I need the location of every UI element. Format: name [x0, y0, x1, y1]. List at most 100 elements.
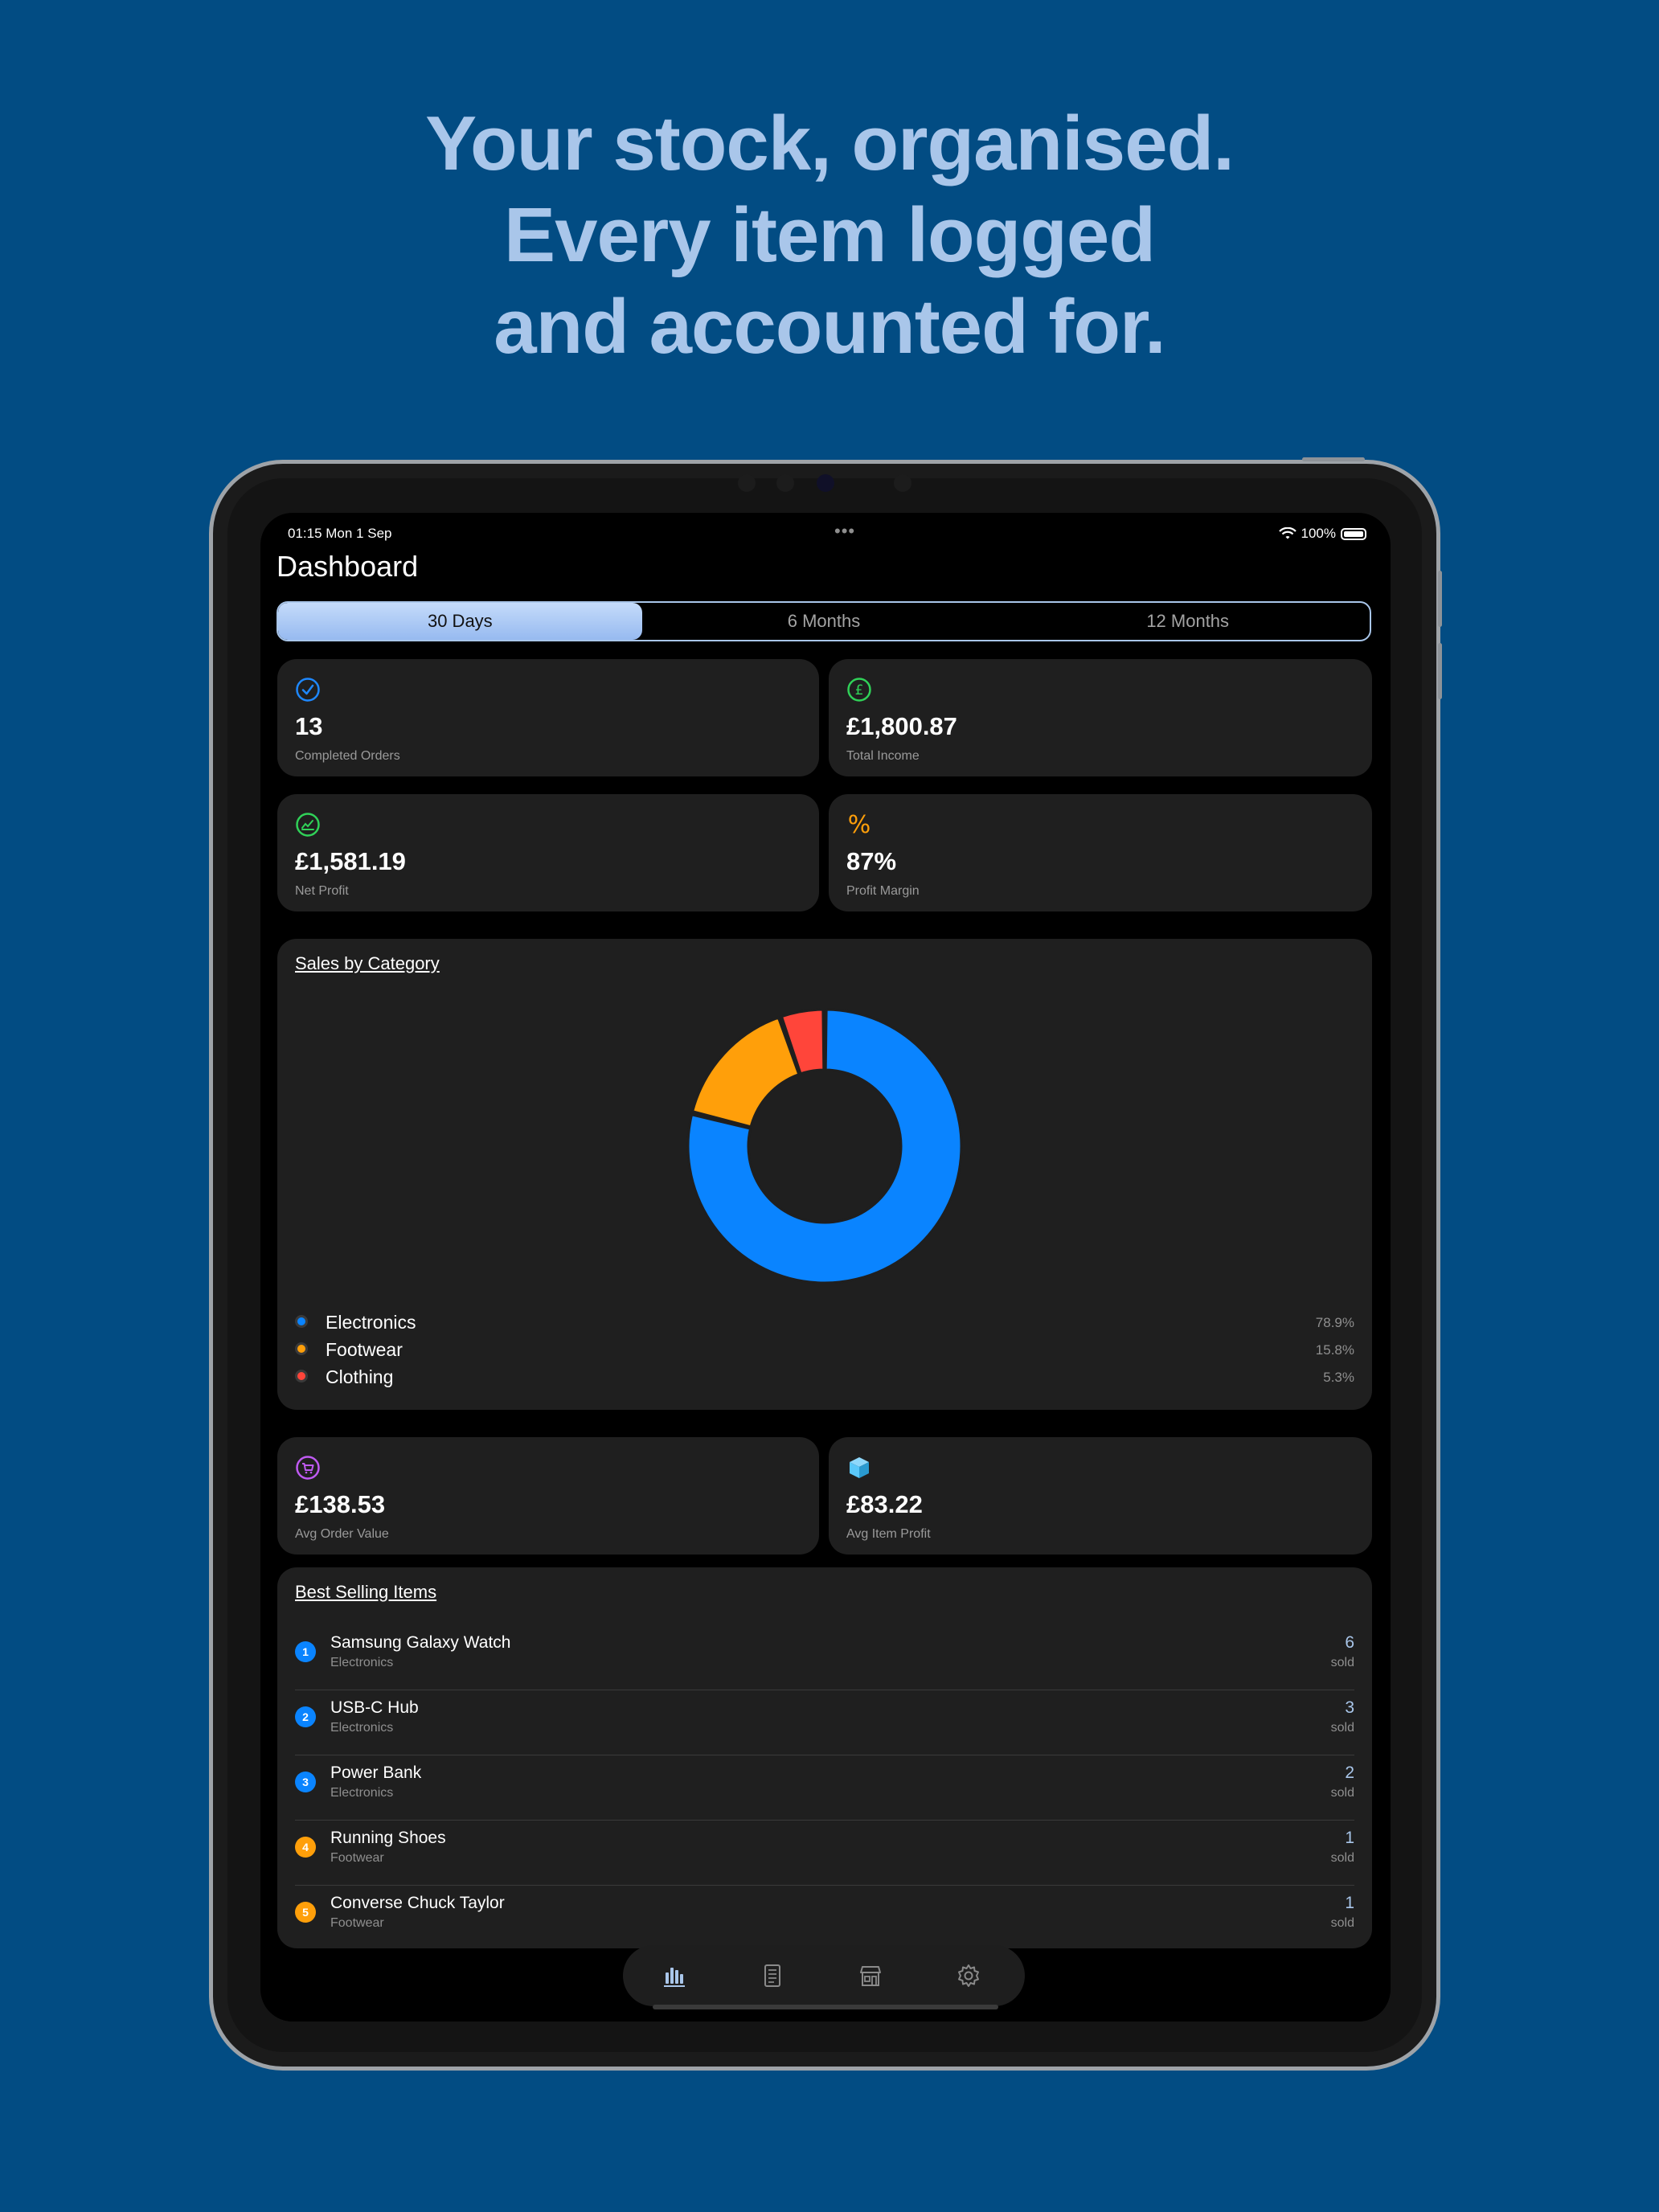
sensor-icon [894, 474, 911, 492]
volume-up-button [1438, 571, 1442, 627]
category-donut-chart [686, 1008, 963, 1284]
segment-12-months[interactable]: 12 Months [1146, 611, 1230, 631]
status-bar: 01:15 Mon 1 Sep ••• 100% [288, 519, 1366, 543]
stat-value: £1,581.19 [295, 847, 406, 875]
item-sold-count: 2 [1345, 1763, 1354, 1782]
rank-badge: 3 [295, 1772, 316, 1792]
headline-line-3: and accounted for. [494, 284, 1165, 370]
cube-icon [850, 1457, 869, 1478]
legend-value: 5.3% [1323, 1370, 1354, 1385]
legend-swatch [295, 1370, 308, 1382]
item-category: Electronics [330, 1721, 394, 1735]
stat-value: £138.53 [295, 1490, 386, 1518]
cart-circle-icon [296, 1456, 320, 1480]
list-item[interactable]: 1 Samsung Galaxy Watch Electronics 6 sol… [295, 1625, 1354, 1690]
sold-label: sold [1330, 1851, 1354, 1865]
headline-line-1: Your stock, organised. [425, 100, 1235, 186]
trend-chart-icon [296, 813, 320, 837]
wifi-icon [1278, 527, 1296, 539]
legend-label: Clothing [326, 1366, 394, 1387]
donut-slice-footwear[interactable] [690, 1016, 801, 1129]
rank-badge: 2 [295, 1706, 316, 1727]
list-item[interactable]: 2 USB-C Hub Electronics 3 sold [295, 1690, 1354, 1755]
item-name: Samsung Galaxy Watch [330, 1633, 511, 1652]
item-sold-count: 1 [1345, 1894, 1354, 1912]
donut-slice-electronics[interactable] [686, 1008, 963, 1284]
stat-card-avg-item-profit[interactable]: £83.22 Avg Item Profit [829, 1437, 1372, 1555]
pound-circle-icon: £ [847, 678, 871, 702]
tab-bar [623, 1945, 1025, 2006]
item-name: Converse Chuck Taylor [330, 1894, 505, 1912]
item-sold-count: 1 [1345, 1829, 1354, 1847]
marketing-headline: Your stock, organised. Every item logged… [0, 98, 1659, 373]
status-time: 01:15 Mon 1 Sep [288, 526, 392, 541]
stat-card-avg-order-value[interactable]: £138.53 Avg Order Value [277, 1437, 819, 1555]
stat-card-total-income[interactable]: £ £1,800.87 Total Income [829, 659, 1372, 776]
app-screen: 01:15 Mon 1 Sep ••• 100% Dashboard 30 Da… [260, 513, 1391, 2022]
top-button [1302, 457, 1365, 461]
legend-value: 15.8% [1315, 1342, 1354, 1358]
rank-badge: 4 [295, 1837, 316, 1858]
stat-label: Net Profit [295, 884, 349, 898]
stat-value: 13 [295, 712, 323, 740]
storefront-icon[interactable] [856, 1961, 885, 1990]
stat-label: Completed Orders [295, 749, 400, 763]
stat-label: Total Income [846, 749, 920, 763]
sales-by-category-card: Sales by Category Electronics 78.9% Foot… [277, 939, 1372, 1410]
percent-icon: % [848, 812, 871, 838]
battery-percent: 100% [1301, 526, 1336, 541]
list-item[interactable]: 5 Converse Chuck Taylor Footwear 1 sold [295, 1886, 1354, 1950]
sold-label: sold [1330, 1656, 1354, 1669]
item-sold-count: 6 [1345, 1633, 1354, 1652]
item-sold-count: 3 [1345, 1698, 1354, 1717]
stat-value: £83.22 [846, 1490, 923, 1518]
legend-label: Electronics [326, 1312, 416, 1333]
donut-slice-clothing[interactable] [780, 1008, 825, 1075]
checkmark-circle-icon [296, 678, 320, 702]
headline-line-2: Every item logged [504, 192, 1156, 278]
sold-label: sold [1330, 1786, 1354, 1800]
item-name: Power Bank [330, 1763, 422, 1782]
stat-card-net-profit[interactable]: £1,581.19 Net Profit [277, 794, 819, 911]
best-selling-card: Best Selling Items 1 Samsung Galaxy Watc… [277, 1567, 1372, 1948]
svg-text:%: % [848, 812, 871, 838]
legend-item: Electronics 78.9% [295, 1309, 1354, 1336]
stat-label: Profit Margin [846, 884, 920, 898]
legend-swatch [295, 1315, 308, 1328]
stat-label: Avg Order Value [295, 1527, 389, 1541]
segment-6-months[interactable]: 6 Months [787, 611, 861, 631]
legend-swatch [295, 1342, 308, 1355]
item-category: Footwear [330, 1851, 384, 1865]
rank-badge: 5 [295, 1902, 316, 1923]
sensor-icon [776, 474, 794, 492]
multitasking-dots[interactable]: ••• [834, 521, 856, 541]
list-item[interactable]: 4 Running Shoes Footwear 1 sold [295, 1821, 1354, 1886]
legend-item: Clothing 5.3% [295, 1363, 1354, 1391]
sold-label: sold [1330, 1721, 1354, 1735]
document-list-icon[interactable] [758, 1961, 787, 1990]
gear-icon[interactable] [954, 1961, 983, 1990]
item-name: Running Shoes [330, 1829, 446, 1847]
stat-card-profit-margin[interactable]: % 87% Profit Margin [829, 794, 1372, 911]
best-selling-list: 1 Samsung Galaxy Watch Electronics 6 sol… [295, 1625, 1354, 1950]
item-category: Electronics [330, 1786, 394, 1800]
segment-30-days[interactable]: 30 Days [278, 603, 642, 640]
list-item[interactable]: 3 Power Bank Electronics 2 sold [295, 1755, 1354, 1821]
sensor-icon [738, 474, 756, 492]
page-title: Dashboard [276, 550, 419, 583]
stat-label: Avg Item Profit [846, 1527, 931, 1541]
stat-value: 87% [846, 847, 897, 875]
item-name: USB-C Hub [330, 1698, 419, 1717]
home-indicator [653, 2005, 998, 2009]
camera-icon [817, 474, 834, 492]
legend-value: 78.9% [1315, 1315, 1354, 1330]
section-title: Sales by Category [295, 953, 440, 973]
period-segmented-control: 30 Days 6 Months 12 Months [276, 601, 1371, 641]
battery-icon [1341, 527, 1366, 540]
bar-chart-icon[interactable] [660, 1961, 689, 1990]
stat-value: £1,800.87 [846, 712, 957, 740]
volume-down-button [1438, 643, 1442, 699]
stat-card-completed-orders[interactable]: 13 Completed Orders [277, 659, 819, 776]
legend-item: Footwear 15.8% [295, 1336, 1354, 1363]
sold-label: sold [1330, 1916, 1354, 1930]
